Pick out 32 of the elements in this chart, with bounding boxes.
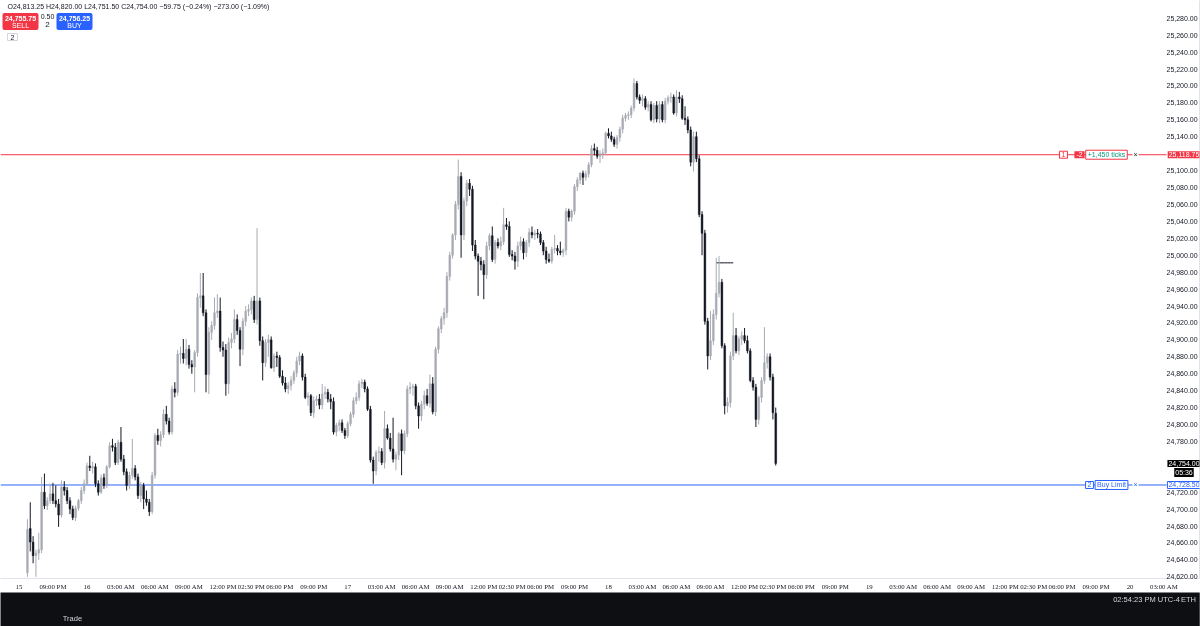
candlestick — [321, 383, 324, 410]
candlestick — [400, 429, 403, 476]
candlestick — [139, 481, 142, 503]
candlestick — [306, 391, 310, 407]
candlestick — [664, 97, 667, 124]
candlestick — [253, 295, 256, 324]
annotation: 2 — [45, 20, 51, 29]
candlestick — [681, 94, 684, 121]
candlestick — [391, 417, 395, 464]
candlestick — [737, 335, 741, 356]
candlestick — [114, 442, 117, 466]
candlestick — [117, 439, 120, 466]
candlestick — [357, 379, 361, 402]
candlestick — [652, 102, 655, 124]
candlestick — [491, 225, 494, 263]
candlestick — [604, 131, 607, 156]
candlestick — [264, 338, 267, 368]
candlestick — [309, 393, 313, 417]
candlestick — [185, 338, 188, 366]
candlestick — [635, 80, 638, 101]
candlestick — [655, 100, 658, 123]
candlestick — [513, 251, 517, 271]
candlestick — [233, 308, 236, 344]
candlestick — [312, 396, 315, 419]
candlestick — [672, 93, 675, 116]
candlestick — [411, 383, 415, 397]
candlestick — [661, 100, 664, 123]
candlestick — [658, 100, 661, 124]
candlestick — [669, 92, 672, 104]
candlestick — [51, 482, 55, 505]
candlestick — [482, 259, 485, 300]
candlestick — [516, 241, 519, 268]
